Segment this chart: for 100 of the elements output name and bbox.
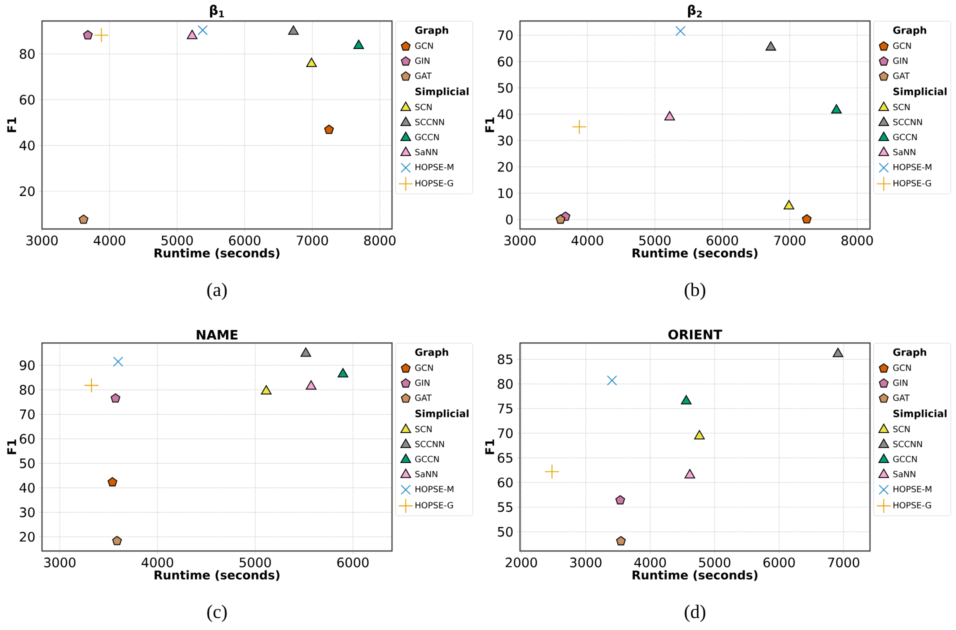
x-tick-label: 5000 [240,558,271,568]
x-tick-label: 2000 [506,558,537,568]
x-tick-label: 8000 [364,236,396,246]
point [306,380,316,390]
point [94,28,109,43]
point [110,393,120,403]
legend-label: GCN [415,364,433,371]
legend-label: SCN [415,104,432,110]
x-tick-label: 7000 [296,236,328,246]
point [802,214,812,224]
text: Simplicial [415,410,469,420]
y-tick-label: 60 [20,94,35,105]
chart-title: NAME [196,330,238,340]
y-axis-title: F1 [485,440,494,454]
point [684,469,696,478]
point [832,348,844,358]
point [766,41,776,51]
y-tick-label: 70 [498,30,513,40]
text: (a) [207,282,227,300]
legend-label: GIN [415,380,430,386]
legend-label: SCCNN [893,440,922,448]
y-tick-label: 30 [20,507,35,518]
text: Graph [415,348,448,358]
y-tick-label: 85 [498,354,512,364]
legend-label: SCN [415,426,432,432]
y-tick-label: 20 [498,162,513,172]
text: Simplicial [893,410,947,420]
point [84,378,99,393]
legend-label: HOPSE-M [416,164,454,170]
point [556,214,566,224]
x-axis-title: Runtime (seconds) [632,570,758,581]
y-tick-label: 60 [498,478,513,488]
text: (d) [684,604,706,622]
y-axis-title: F1 [7,118,16,132]
legend-label: HOPSE-G [894,180,931,186]
text: Graph [893,348,926,358]
point [694,430,705,440]
point [338,368,348,378]
point [186,30,198,40]
legend-label: SaNN [415,148,438,156]
x-tick-label: 3000 [26,236,58,246]
point [260,385,272,395]
legend-label: HOPSE-G [416,502,453,508]
legend-label: HOPSE-G [416,180,453,186]
legend-label: GIN [893,380,908,386]
x-tick-label: 7000 [774,236,806,246]
point [198,25,208,36]
y-tick-label: 60 [498,56,513,66]
x-tick-label: 8000 [842,236,873,246]
text: (c) [207,604,227,622]
y-tick-label: 80 [20,49,35,59]
chart-title: ORIENT [668,330,722,340]
x-axis-title: Runtime (seconds) [154,570,280,581]
point [675,26,686,36]
x-tick-label: 6000 [763,558,795,568]
legend-label: GIN [415,58,430,64]
y-tick-label: 30 [498,136,513,146]
point [606,375,618,386]
x-tick-label: 6000 [337,558,369,568]
y-tick-label: 80 [498,378,513,389]
y-tick-label: 55 [498,502,512,512]
x-tick-label: 4000 [94,236,126,246]
legend-label: HOPSE-M [894,486,932,492]
legend-label: SaNN [415,470,438,478]
y-tick-label: 80 [20,384,35,395]
legend-label: SCCNN [415,440,444,448]
x-tick-label: 5000 [639,236,671,246]
x-tick-label: 4000 [634,558,666,568]
legend-label: HOPSE-M [894,164,932,170]
x-tick-label: 5000 [162,236,193,246]
legend-label: HOPSE-G [894,502,931,508]
point [572,119,587,134]
point [306,58,317,68]
legend-label: GAT [415,394,432,401]
legend-label: GCCN [415,134,439,140]
y-tick-label: 70 [20,409,35,420]
point [113,356,124,367]
point [288,25,299,35]
point [324,124,334,134]
legend-label: GIN [893,58,908,64]
point [615,495,626,504]
point [300,347,312,357]
y-tick-label: 40 [20,482,35,493]
x-tick-label: 5000 [699,558,730,568]
chart-title: β$_{2}$ [688,4,702,18]
y-tick-label: 65 [498,452,512,463]
legend-label: SCN [893,104,910,110]
y-tick-label: 40 [498,109,513,120]
y-axis-title: F1 [7,440,16,454]
y-tick-label: 50 [498,82,513,93]
x-tick-label: 6000 [229,236,260,246]
legend-label: GCN [893,42,911,49]
x-axis-title: Runtime (seconds) [632,248,758,259]
y-tick-label: 70 [498,428,513,438]
legend-label: SaNN [893,148,916,156]
text: Graph [893,26,926,36]
point [680,395,692,404]
x-tick-label: 7000 [828,558,860,568]
legend-label: SCCNN [893,118,922,126]
legend-label: SCCNN [415,118,444,126]
